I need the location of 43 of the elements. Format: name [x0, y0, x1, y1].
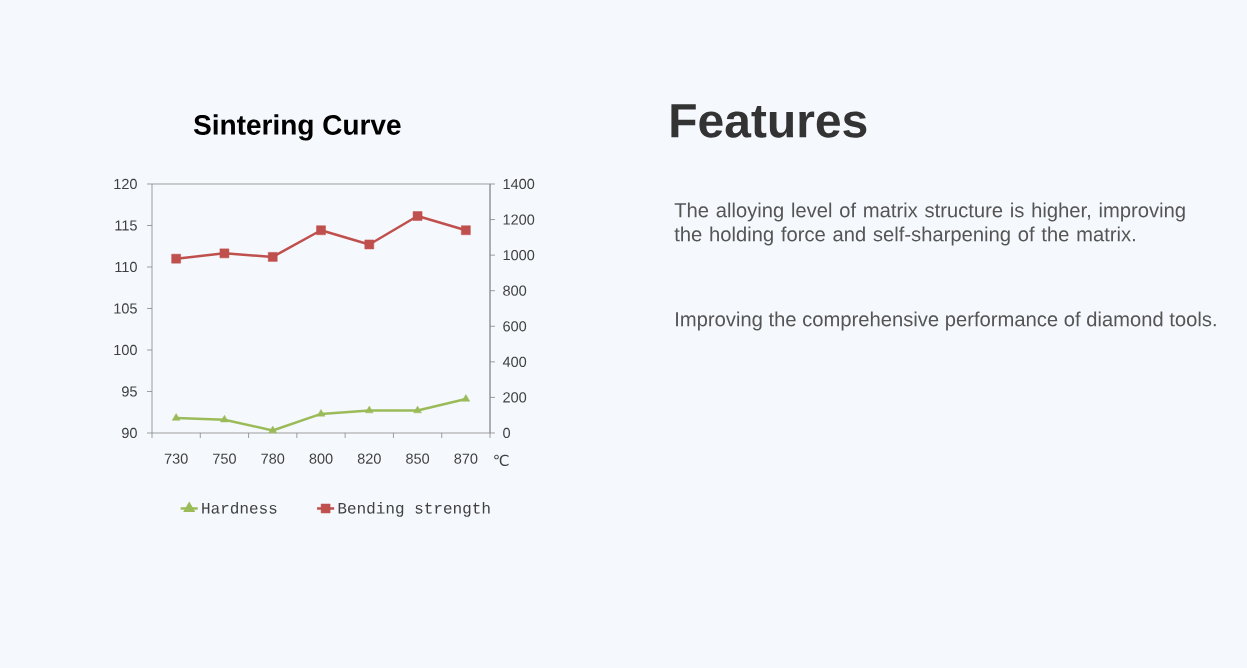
point	[461, 394, 471, 402]
y-tick-label: 115	[115, 220, 137, 231]
point	[365, 405, 374, 414]
legend-label: Hardness	[202, 501, 277, 514]
x-tick-label: 870	[454, 453, 478, 464]
y2-tick-label: 600	[503, 321, 527, 332]
point	[220, 414, 229, 423]
text: Improving the comprehensive performance of diamond tools.	[676, 311, 1216, 331]
point	[171, 253, 181, 264]
y-tick-label: 105	[114, 303, 137, 314]
x-tick-label: 800	[309, 453, 333, 464]
text: The alloying level of matrix structure is higher, improving the holding force and self-sharpening of the matrix.	[674, 202, 1185, 246]
point	[219, 248, 230, 259]
x-tick-label: 850	[406, 453, 430, 464]
chart-title: Sintering Curve	[193, 114, 401, 141]
y2-tick-label: 1200	[503, 214, 535, 225]
x-tick-label: 750	[213, 453, 236, 464]
point	[461, 225, 471, 235]
y-tick-label: 110	[115, 261, 137, 273]
y-tick-label: 90	[122, 427, 137, 439]
y-tick-label: 100	[114, 344, 137, 356]
text: Features	[671, 104, 867, 138]
x-tick-label: 820	[357, 453, 381, 464]
x-tick-label: 780	[261, 453, 285, 464]
y2-tick-label: 1000	[503, 249, 535, 261]
y2-tick-label: 200	[503, 392, 527, 403]
y-tick-label: 120	[114, 178, 137, 190]
point	[413, 405, 422, 414]
y2-tick-label: 0	[503, 427, 511, 439]
point	[412, 211, 423, 221]
y2-tick-label: 800	[503, 285, 527, 296]
point	[268, 425, 277, 433]
x-tick-label: 730	[164, 453, 188, 464]
y-tick-label: 95	[122, 386, 137, 397]
point	[364, 239, 375, 250]
y2-tick-label: 1400	[503, 178, 535, 190]
point	[316, 409, 326, 417]
legend-label: Bending strength	[338, 501, 490, 517]
point	[172, 413, 181, 421]
point	[267, 252, 278, 262]
point	[316, 225, 326, 235]
y2-tick-label: 400	[502, 356, 527, 367]
x-axis-title: ℃	[494, 454, 509, 467]
